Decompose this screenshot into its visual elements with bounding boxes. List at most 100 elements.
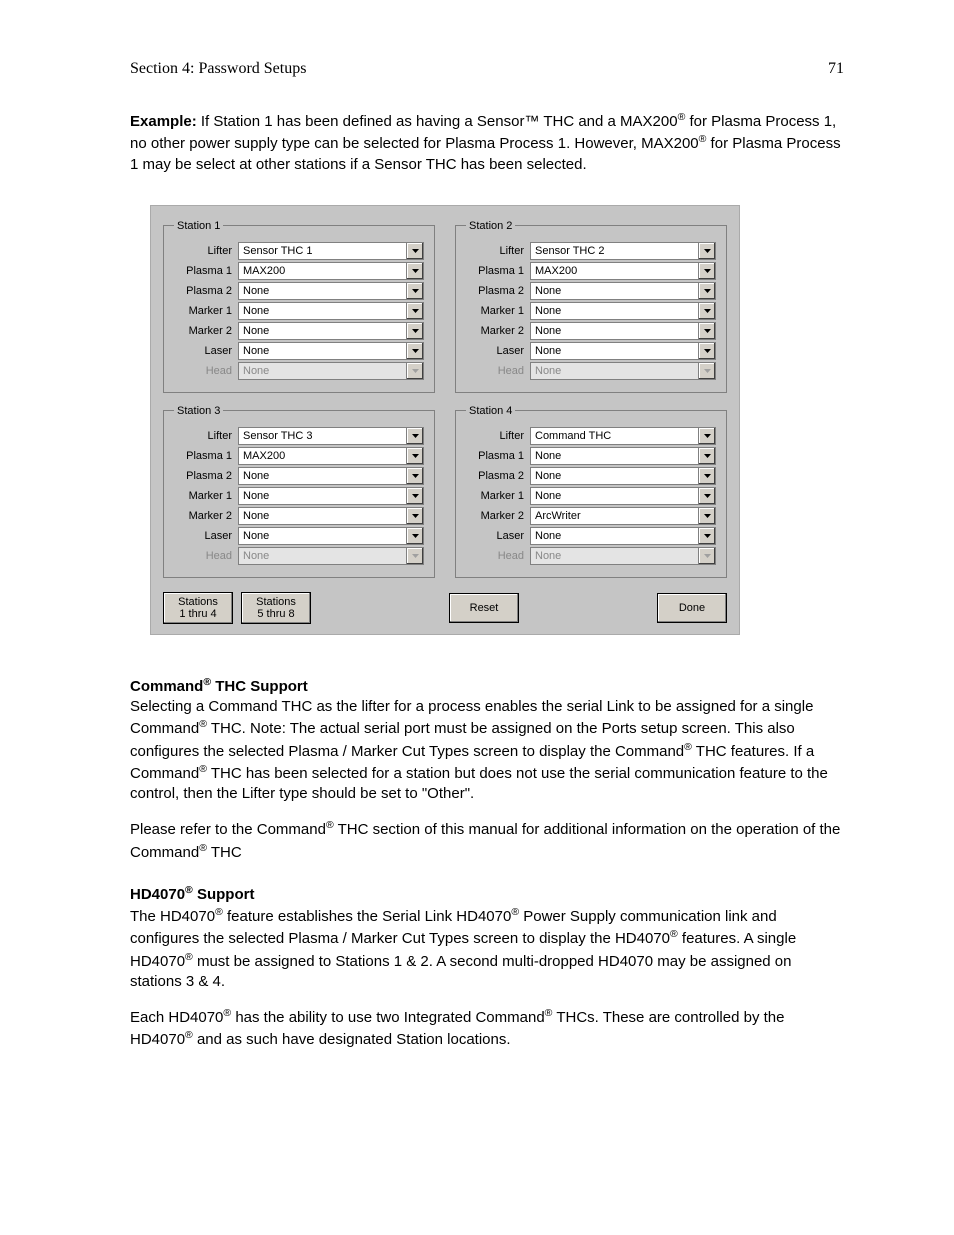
body-text: THC [207, 844, 242, 861]
page-number: 71 [828, 60, 844, 78]
reg-symbol: ® [215, 906, 223, 918]
dropdown-arrow-icon[interactable] [406, 468, 423, 484]
dropdown-arrow-icon[interactable] [406, 428, 423, 444]
body-text: Please refer to the Command [130, 821, 326, 838]
example-label: Example: [130, 113, 197, 130]
btn-line: 5 thru 8 [257, 608, 294, 620]
head-label: Head [174, 550, 238, 562]
reg-symbol: ® [185, 951, 193, 963]
marker2-value: None [531, 323, 698, 339]
command-thc-paragraph-2: Please refer to the Command® THC section… [130, 818, 844, 863]
laser-dropdown[interactable]: None [238, 342, 424, 360]
plasma2-dropdown[interactable]: None [238, 282, 424, 300]
marker1-dropdown[interactable]: None [530, 487, 716, 505]
dropdown-arrow-icon [698, 363, 715, 379]
stations-1-4-button[interactable]: Stations 1 thru 4 [163, 592, 233, 624]
btn-line: Stations [256, 596, 296, 608]
lifter-dropdown[interactable]: Command THC [530, 427, 716, 445]
laser-label: Laser [466, 530, 530, 542]
reg-symbol: ® [185, 1029, 193, 1041]
field-row: HeadNone [466, 547, 716, 565]
dropdown-arrow-icon[interactable] [698, 323, 715, 339]
dropdown-arrow-icon[interactable] [406, 343, 423, 359]
dropdown-arrow-icon[interactable] [698, 243, 715, 259]
lifter-label: Lifter [174, 245, 238, 257]
stations-5-8-button[interactable]: Stations 5 thru 8 [241, 592, 311, 624]
dropdown-arrow-icon[interactable] [698, 428, 715, 444]
dropdown-arrow-icon[interactable] [406, 283, 423, 299]
body-text: The HD4070 [130, 908, 215, 925]
dropdown-arrow-icon[interactable] [698, 448, 715, 464]
plasma2-value: None [531, 468, 698, 484]
lifter-value: Sensor THC 1 [239, 243, 406, 259]
reset-button[interactable]: Reset [449, 593, 519, 623]
plasma1-dropdown[interactable]: MAX200 [238, 262, 424, 280]
lifter-value: Sensor THC 3 [239, 428, 406, 444]
marker2-value: ArcWriter [531, 508, 698, 524]
field-row: Plasma 1None [466, 447, 716, 465]
page: Section 4: Password Setups 71 Example: I… [0, 0, 954, 1125]
dropdown-arrow-icon[interactable] [698, 508, 715, 524]
dropdown-arrow-icon[interactable] [698, 303, 715, 319]
marker2-value: None [239, 508, 406, 524]
marker1-label: Marker 1 [174, 305, 238, 317]
btn-line: 1 thru 4 [179, 608, 216, 620]
marker2-dropdown[interactable]: None [238, 322, 424, 340]
dropdown-arrow-icon[interactable] [406, 508, 423, 524]
plasma2-dropdown[interactable]: None [530, 467, 716, 485]
laser-dropdown[interactable]: None [530, 342, 716, 360]
field-row: HeadNone [174, 547, 424, 565]
dropdown-arrow-icon[interactable] [406, 263, 423, 279]
marker1-value: None [239, 303, 406, 319]
dropdown-arrow-icon[interactable] [406, 243, 423, 259]
plasma1-label: Plasma 1 [174, 265, 238, 277]
head-label: Head [466, 550, 530, 562]
lifter-label: Lifter [174, 430, 238, 442]
lifter-dropdown[interactable]: Sensor THC 2 [530, 242, 716, 260]
field-row: Plasma 2None [174, 467, 424, 485]
plasma1-value: None [531, 448, 698, 464]
plasma2-dropdown[interactable]: None [530, 282, 716, 300]
dropdown-arrow-icon[interactable] [698, 468, 715, 484]
marker2-dropdown[interactable]: ArcWriter [530, 507, 716, 525]
body-text: Each HD4070 [130, 1009, 223, 1026]
plasma1-dropdown[interactable]: MAX200 [238, 447, 424, 465]
dropdown-arrow-icon[interactable] [698, 283, 715, 299]
plasma1-dropdown[interactable]: None [530, 447, 716, 465]
dropdown-arrow-icon [698, 548, 715, 564]
field-row: Marker 1None [174, 302, 424, 320]
marker1-dropdown[interactable]: None [530, 302, 716, 320]
dropdown-arrow-icon[interactable] [698, 343, 715, 359]
body-text: and as such have designated Station loca… [193, 1031, 511, 1048]
reg-symbol: ® [670, 928, 678, 940]
station-legend: Station 2 [466, 220, 515, 232]
dropdown-arrow-icon[interactable] [406, 528, 423, 544]
marker1-dropdown[interactable]: None [238, 487, 424, 505]
lifter-dropdown[interactable]: Sensor THC 3 [238, 427, 424, 445]
marker2-dropdown[interactable]: None [530, 322, 716, 340]
marker2-label: Marker 2 [174, 510, 238, 522]
plasma1-dropdown[interactable]: MAX200 [530, 262, 716, 280]
page-header: Section 4: Password Setups 71 [130, 60, 844, 78]
laser-dropdown[interactable]: None [238, 527, 424, 545]
done-button[interactable]: Done [657, 593, 727, 623]
dropdown-arrow-icon[interactable] [406, 448, 423, 464]
marker1-dropdown[interactable]: None [238, 302, 424, 320]
dropdown-arrow-icon[interactable] [698, 488, 715, 504]
lifter-value: Sensor THC 2 [531, 243, 698, 259]
dropdown-arrow-icon[interactable] [406, 323, 423, 339]
laser-dropdown[interactable]: None [530, 527, 716, 545]
dropdown-arrow-icon[interactable] [698, 263, 715, 279]
plasma2-dropdown[interactable]: None [238, 467, 424, 485]
heading-text: HD4070 [130, 886, 185, 903]
marker2-dropdown[interactable]: None [238, 507, 424, 525]
heading-text: Support [193, 886, 255, 903]
lifter-label: Lifter [466, 430, 530, 442]
dropdown-arrow-icon[interactable] [698, 528, 715, 544]
dropdown-arrow-icon[interactable] [406, 303, 423, 319]
field-row: Marker 1None [466, 302, 716, 320]
dropdown-arrow-icon[interactable] [406, 488, 423, 504]
field-row: LaserNone [466, 342, 716, 360]
lifter-dropdown[interactable]: Sensor THC 1 [238, 242, 424, 260]
head-label: Head [466, 365, 530, 377]
